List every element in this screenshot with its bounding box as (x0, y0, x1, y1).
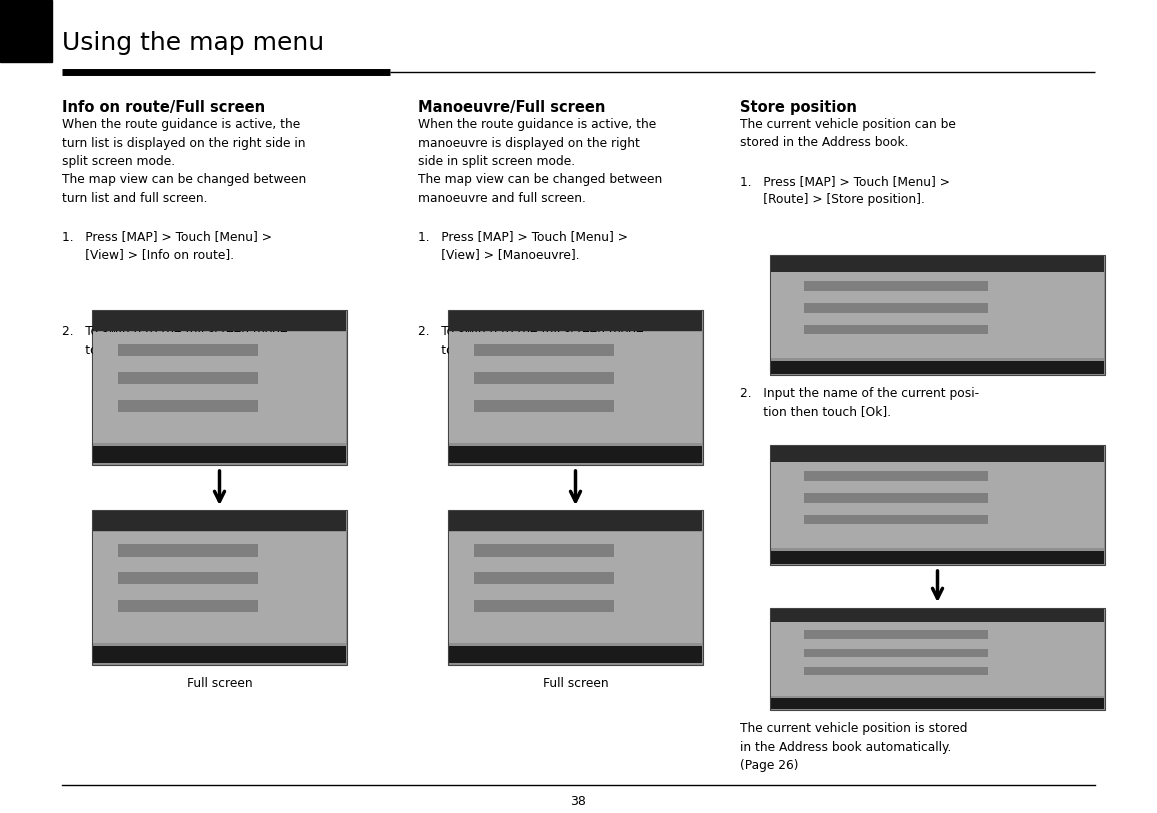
Bar (118, 600, 258, 612)
Bar (771, 361, 1104, 374)
Bar (803, 324, 988, 334)
Bar (473, 544, 613, 557)
Bar (771, 698, 1104, 709)
Text: 1.   Press [MAP] > Touch [Menu] >
      [Route] > [Store position].: 1. Press [MAP] > Touch [Menu] > [Route] … (740, 175, 950, 207)
Bar (473, 400, 613, 412)
Text: Full screen: Full screen (186, 677, 252, 690)
Bar (118, 572, 258, 585)
Bar (0, 0, 52, 62)
Bar (771, 462, 1104, 548)
Bar (118, 400, 258, 412)
Text: The current vehicle position can be
stored in the Address book.: The current vehicle position can be stor… (740, 118, 956, 150)
Text: 2.   Input the name of the current posi-
      tion then touch [Ok].: 2. Input the name of the current posi- t… (740, 387, 979, 419)
Bar (448, 510, 703, 665)
Bar (473, 372, 613, 385)
Bar (118, 544, 258, 557)
Bar (771, 550, 1104, 563)
Text: 2.   To switch to the full screen mode,
      touch [Menu] > [View] > [Full scre: 2. To switch to the full screen mode, to… (62, 325, 320, 356)
Bar (93, 511, 346, 531)
Bar (771, 608, 1105, 710)
Text: 1.   Press [MAP] > Touch [Menu] >
      [View] > [Info on route].: 1. Press [MAP] > Touch [Menu] > [View] >… (62, 230, 272, 262)
Text: When the route guidance is active, the
manoeuvre is displayed on the right
side : When the route guidance is active, the m… (418, 118, 662, 205)
Bar (93, 310, 347, 465)
Text: Using the map menu: Using the map menu (62, 31, 324, 55)
Text: Info on route/Full screen: Info on route/Full screen (62, 100, 265, 115)
Bar (473, 344, 613, 356)
Bar (449, 646, 702, 663)
Bar (448, 310, 703, 465)
Bar (473, 600, 613, 612)
Bar (771, 609, 1104, 622)
Bar (93, 311, 346, 331)
Bar (771, 622, 1104, 696)
Bar (803, 281, 988, 291)
Bar (449, 332, 702, 443)
Bar (118, 344, 258, 356)
Bar (771, 255, 1105, 375)
Bar (473, 572, 613, 585)
Bar (118, 372, 258, 385)
Bar (93, 332, 346, 443)
Text: 38: 38 (570, 794, 587, 807)
Bar (449, 532, 702, 643)
Text: Full screen: Full screen (543, 677, 609, 690)
Bar (803, 667, 988, 676)
Bar (93, 446, 346, 463)
Bar (771, 446, 1104, 462)
Text: Store position: Store position (740, 100, 857, 115)
Bar (449, 311, 702, 331)
Text: Manoeuvre/Full screen: Manoeuvre/Full screen (418, 100, 605, 115)
Bar (803, 515, 988, 524)
Bar (93, 510, 347, 665)
Bar (803, 303, 988, 313)
Text: 1.   Press [MAP] > Touch [Menu] >
      [View] > [Manoeuvre].: 1. Press [MAP] > Touch [Menu] > [View] >… (418, 230, 628, 262)
Bar (449, 511, 702, 531)
Text: When the route guidance is active, the
turn list is displayed on the right side : When the route guidance is active, the t… (62, 118, 307, 205)
Text: The current vehicle position is stored
in the Address book automatically.
(Page : The current vehicle position is stored i… (740, 722, 967, 772)
Bar (771, 256, 1104, 272)
Text: 2.   To switch to the full screen mode,
      touch [Menu] > [View] > [Full scre: 2. To switch to the full screen mode, to… (418, 325, 677, 356)
Bar (803, 630, 988, 638)
Bar (803, 649, 988, 657)
Bar (803, 493, 988, 502)
Bar (93, 532, 346, 643)
Bar (771, 445, 1105, 565)
Bar (449, 446, 702, 463)
Bar (771, 272, 1104, 359)
Bar (803, 472, 988, 481)
Bar (93, 646, 346, 663)
